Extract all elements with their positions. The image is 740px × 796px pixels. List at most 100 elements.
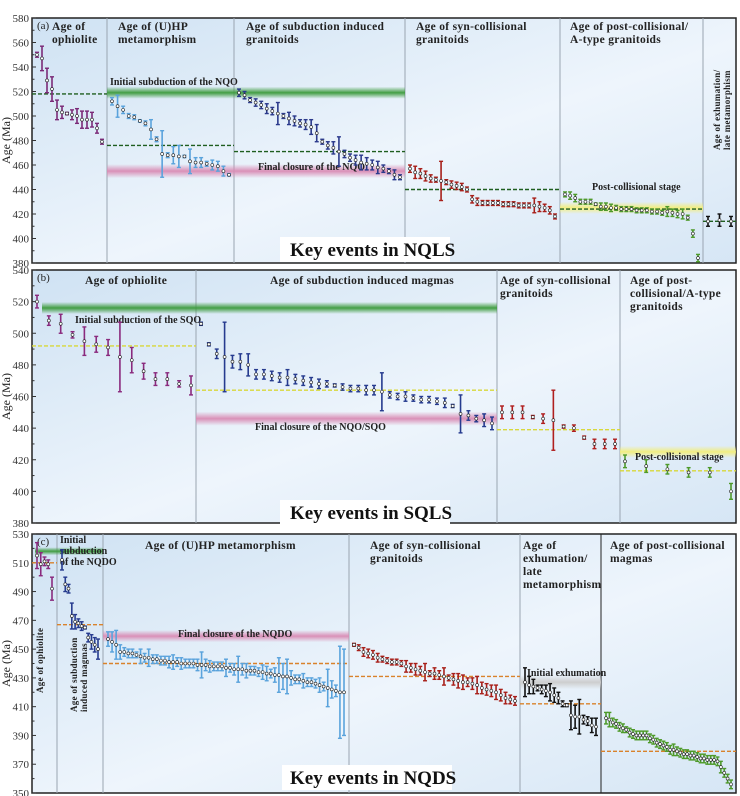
y-tick-label: 470 (13, 615, 30, 627)
age-marker (702, 756, 706, 761)
age-marker (45, 78, 49, 83)
age-marker (532, 203, 537, 208)
data-point (232, 662, 237, 676)
age-marker (38, 562, 43, 567)
age-marker (248, 98, 252, 102)
data-point (665, 205, 670, 218)
age-marker (94, 342, 99, 347)
data-point (254, 368, 259, 380)
age-marker (89, 640, 94, 644)
data-point (329, 680, 334, 699)
age-marker (115, 104, 120, 108)
age-marker (516, 203, 521, 208)
age-marker (500, 410, 504, 415)
age-marker (465, 187, 469, 192)
data-point (86, 632, 91, 643)
data-point (427, 395, 432, 404)
section-label: Age of syn-collisional (370, 540, 481, 552)
age-marker (160, 152, 164, 156)
age-marker (199, 321, 203, 326)
age-marker (381, 166, 386, 171)
age-marker (240, 667, 245, 672)
age-marker (434, 177, 438, 182)
data-point (364, 156, 369, 171)
age-marker (211, 664, 216, 669)
data-point (143, 120, 148, 127)
y-tick-label: 450 (13, 644, 30, 656)
age-marker (106, 637, 110, 641)
age-marker (404, 664, 408, 669)
event-band-label: subduction (60, 546, 108, 557)
data-point (210, 159, 215, 171)
age-marker (216, 664, 220, 669)
age-marker (154, 137, 159, 142)
y-tick-label: 420 (13, 455, 30, 467)
age-marker (262, 372, 266, 377)
age-marker (126, 114, 131, 118)
data-point (464, 186, 469, 193)
age-marker (634, 208, 639, 213)
age-marker (387, 393, 392, 397)
data-point (207, 659, 212, 673)
data-point (252, 665, 257, 676)
age-marker (568, 193, 572, 198)
data-point (309, 118, 314, 136)
age-marker (655, 209, 659, 214)
data-point (215, 160, 220, 172)
data-point (475, 675, 480, 695)
age-marker (70, 333, 75, 337)
age-marker (313, 681, 318, 686)
data-point (301, 672, 306, 689)
data-point (285, 658, 290, 695)
age-marker (459, 185, 464, 189)
age-marker (531, 684, 536, 689)
age-marker (129, 358, 134, 362)
age-marker (82, 339, 87, 343)
event-band-label: Initial exhumation (527, 668, 607, 679)
data-point (413, 662, 418, 676)
age-marker (224, 666, 228, 670)
data-point (578, 198, 583, 205)
data-point (437, 669, 442, 681)
data-point (80, 110, 84, 129)
data-point (725, 773, 730, 784)
age-marker (50, 87, 54, 91)
age-marker (188, 159, 192, 164)
age-marker (314, 131, 319, 135)
age-marker (126, 651, 131, 656)
y-tick-label: 480 (13, 136, 30, 148)
age-marker (490, 421, 494, 426)
event-band (103, 630, 349, 643)
data-point (187, 658, 192, 669)
data-point (154, 654, 159, 665)
age-marker (66, 586, 71, 591)
age-marker (613, 442, 617, 446)
age-marker (531, 415, 535, 419)
age-marker (413, 170, 417, 175)
data-point (305, 677, 310, 688)
age-marker (623, 459, 627, 464)
data-point (439, 160, 444, 202)
data-point (563, 191, 567, 198)
age-marker (553, 214, 557, 219)
data-point (398, 174, 402, 181)
data-point (381, 164, 386, 174)
data-point (647, 733, 652, 744)
age-marker (470, 681, 475, 686)
age-marker (177, 154, 181, 159)
data-point (594, 717, 598, 737)
section-label: Age of (U)HP metamorphism (145, 540, 296, 552)
age-marker (227, 173, 231, 177)
y-tick-label: 520 (13, 87, 30, 99)
section-label: Age of ophiolite (35, 628, 45, 693)
section-label: Age of subduction induced magmas (270, 275, 454, 287)
data-point (717, 213, 722, 227)
age-marker (446, 676, 451, 680)
key-events-title: Key events in NQLS (290, 240, 455, 261)
data-point (35, 541, 39, 570)
data-point (297, 674, 302, 685)
y-tick-label: 510 (13, 558, 30, 570)
y-tick-label: 420 (13, 209, 30, 221)
age-marker (678, 750, 683, 755)
data-point (69, 602, 74, 630)
